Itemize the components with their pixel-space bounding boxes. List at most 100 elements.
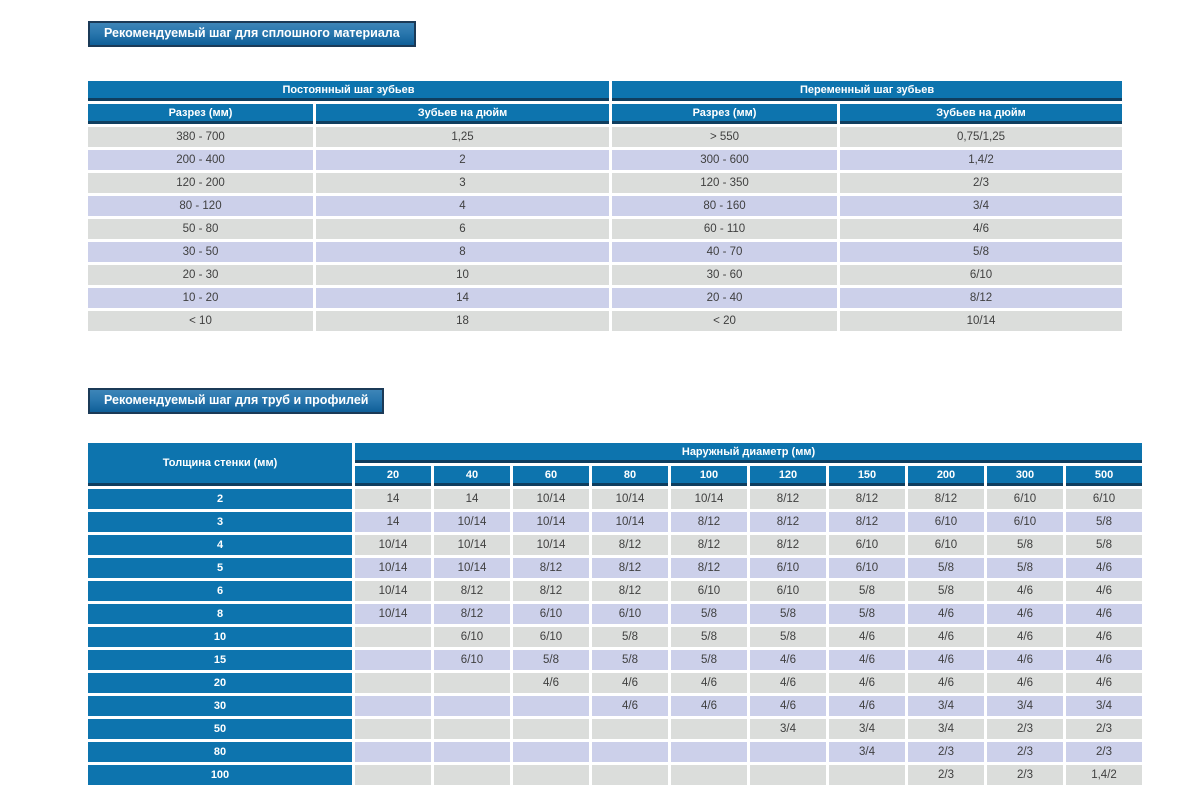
table-cell: 5/8 [908,581,984,601]
table-cell: 2/3 [1066,719,1143,739]
table-cell: 8/12 [513,558,589,578]
row-header-thickness: 4 [88,535,352,555]
table-cell: 8/12 [671,512,747,532]
table-cell: 10/14 [592,489,668,509]
table-cell: 6/10 [592,604,668,624]
table-cell: > 550 [612,127,838,147]
table-cell [434,673,510,693]
table-cell: 6/10 [987,512,1063,532]
table-cell: 5/8 [592,650,668,670]
table-cell: 4/6 [1066,604,1143,624]
table-cell: 380 - 700 [88,127,313,147]
row-header-thickness: 20 [88,673,352,693]
table-row: 200 - 400 2 300 - 600 1,4/2 [88,150,1123,170]
table-cell: 5/8 [513,650,589,670]
table-cell [355,742,431,762]
column-header-tpi-2: Зубьев на дюйм [840,104,1123,124]
table-cell: 10 - 20 [88,288,313,308]
table-cell: 8 [316,242,610,262]
table-row: 10 - 20 14 20 - 40 8/12 [88,288,1123,308]
table-cell: 20 - 40 [612,288,838,308]
table-cell: 10/14 [355,581,431,601]
table-row: 80 - 120 4 80 - 160 3/4 [88,196,1123,216]
table-cell [592,719,668,739]
table-row: 380 - 700 1,25 > 550 0,75/1,25 [88,127,1123,147]
table-row: 3 14 10/14 10/14 10/14 8/12 8/12 8/12 6/10 6/10 5/… [88,512,1143,532]
table-cell: 4/6 [829,650,905,670]
table-cell: 120 - 350 [612,173,838,193]
table-cell: 4/6 [987,581,1063,601]
table-cell: 8/12 [829,512,905,532]
table-cell: 4/6 [829,673,905,693]
row-header-thickness: 100 [88,765,352,785]
table-cell: 8/12 [592,535,668,555]
row-header-thickness: 80 [88,742,352,762]
table-cell: 8/12 [592,558,668,578]
table-cell: 4/6 [671,673,747,693]
table-row: 2 14 14 10/14 10/14 10/14 8/12 8/12 8/12 6/10 6/10 [88,489,1143,509]
table-cell: 6/10 [671,581,747,601]
table-cell [513,719,589,739]
table-cell [750,742,826,762]
column-header-cut-mm-1: Разрез (мм) [88,104,313,124]
table-cell: 1,4/2 [840,150,1123,170]
table-cell: 3/4 [908,696,984,716]
column-header-tpi-1: Зубьев на дюйм [316,104,610,124]
table-row: 20 - 30 10 30 - 60 6/10 [88,265,1123,285]
table-cell [592,742,668,762]
group-header-variable-pitch: Переменный шаг зубьев [612,81,1123,101]
table-cell: 6/10 [840,265,1123,285]
table-cell: 4/6 [750,673,826,693]
table-cell [592,765,668,785]
pipes-profiles-pitch-table: Толщина стенки (мм) Наружный диаметр (мм… [85,440,1145,788]
table-cell: 20 - 30 [88,265,313,285]
table-cell [434,765,510,785]
table-row: < 10 18 < 20 10/14 [88,311,1123,331]
table-row: 10 6/10 6/10 5/8 5/8 5/8 4/6 4/6 4/6 4/6 [88,627,1143,647]
table-cell: 2/3 [987,742,1063,762]
table-cell: 0,75/1,25 [840,127,1123,147]
table-cell: 2/3 [987,719,1063,739]
table-cell: 5/8 [671,627,747,647]
table-cell: 6/10 [513,627,589,647]
table-cell: 4/6 [908,673,984,693]
table-cell: 3/4 [750,719,826,739]
column-header-cut-mm-2: Разрез (мм) [612,104,838,124]
table-cell: 10/14 [434,512,510,532]
table-cell: 8/12 [671,558,747,578]
table-cell: 4 [316,196,610,216]
table-cell: 8/12 [592,581,668,601]
group-header-constant-pitch: Постоянный шаг зубьев [88,81,610,101]
table-cell [355,627,431,647]
table-cell: 2/3 [987,765,1063,785]
table-cell: 8/12 [908,489,984,509]
table-cell: 2/3 [840,173,1123,193]
table-cell: 5/8 [840,242,1123,262]
table-cell [434,742,510,762]
table-cell [355,696,431,716]
table-cell: 2/3 [908,765,984,785]
table-row: 80 3/4 2/3 2/3 2/3 [88,742,1143,762]
table-cell: 4/6 [513,673,589,693]
table-cell: < 20 [612,311,838,331]
table-row: 15 6/10 5/8 5/8 5/8 4/6 4/6 4/6 4/6 4/6 [88,650,1143,670]
table-cell: 6/10 [513,604,589,624]
row-header-thickness: 30 [88,696,352,716]
table-row: 4 10/14 10/14 10/14 8/12 8/12 8/12 6/10 6/10 5/8 5… [88,535,1143,555]
table-row: 6 10/14 8/12 8/12 8/12 6/10 6/10 5/8 5/8 4/6 4/6 [88,581,1143,601]
table-cell: 4/6 [1066,558,1143,578]
row-header-thickness: 2 [88,489,352,509]
table-cell: 6/10 [829,535,905,555]
column-header-diameter: 60 [513,466,589,486]
table-cell: 4/6 [592,696,668,716]
row-header-thickness: 5 [88,558,352,578]
section-title-pipes-profiles: Рекомендуемый шаг для труб и профилей [88,388,385,414]
table-cell: 10/14 [513,512,589,532]
column-header-diameter: 80 [592,466,668,486]
table-row: 5 10/14 10/14 8/12 8/12 8/12 6/10 6/10 5/8 5/8 4/6 [88,558,1143,578]
table-cell: 8/12 [434,581,510,601]
table-cell: 10/14 [434,558,510,578]
table-cell [671,719,747,739]
table-cell [355,765,431,785]
